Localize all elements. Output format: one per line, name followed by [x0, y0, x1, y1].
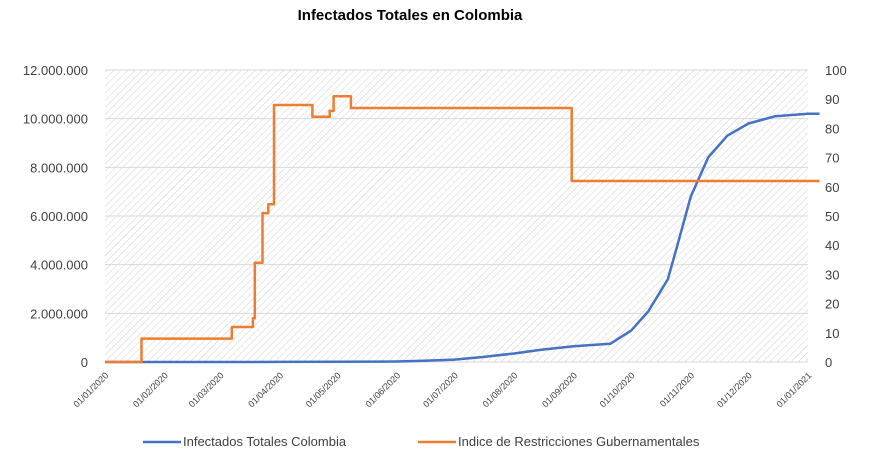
y-right-tick-label: 80: [825, 121, 839, 136]
left-y-axis: 0 2.000.000 4.000.000 6.000.000 8.000.000 10.…: [23, 63, 88, 370]
x-tick-label: 01/09/2020: [540, 370, 579, 409]
x-tick-label: 01/07/2020: [421, 370, 460, 409]
y-right-tick-label: 100: [825, 63, 847, 78]
x-tick-label: 01/02/2020: [131, 370, 170, 409]
y-right-tick-label: 70: [825, 151, 839, 166]
x-tick-label: 01/01/2021: [774, 370, 813, 409]
x-tick-label: 01/06/2020: [363, 370, 402, 409]
y-left-tick-label: 0: [81, 355, 88, 370]
y-right-tick-label: 60: [825, 180, 839, 195]
y-left-tick-label: 10.000.000: [23, 112, 88, 127]
x-tick-label: 01/12/2020: [715, 370, 754, 409]
y-left-tick-label: 4.000.000: [30, 258, 88, 273]
y-right-tick-label: 0: [825, 355, 832, 370]
y-left-tick-label: 8.000.000: [30, 160, 88, 175]
x-tick-label: 01/03/2020: [187, 370, 226, 409]
series-lines: [105, 95, 820, 364]
y-left-tick-label: 12.000.000: [23, 63, 88, 78]
x-tick-label: 01/04/2020: [246, 370, 285, 409]
y-left-tick-label: 2.000.000: [30, 306, 88, 321]
x-axis: 01/01/2020 01/02/2020 01/03/2020 01/04/2020…: [71, 370, 813, 409]
x-tick-label: 01/08/2020: [481, 370, 520, 409]
restricciones-series-line: [105, 95, 820, 364]
infectados-series-line: [105, 112, 820, 364]
y-left-tick-label: 6.000.000: [30, 209, 88, 224]
y-right-tick-label: 30: [825, 267, 839, 282]
legend: Infectados Totales Colombia Indice de Res…: [143, 434, 700, 449]
legend-label: Indice de Restricciones Gubernamentales: [458, 434, 700, 449]
y-right-tick-label: 90: [825, 92, 839, 107]
x-tick-label: 01/05/2020: [304, 370, 343, 409]
y-right-tick-label: 40: [825, 238, 839, 253]
right-y-axis: 0 10 20 30 40 50 60 70 80 90 100: [825, 63, 847, 370]
x-tick-label: 01/11/2020: [658, 370, 696, 408]
y-right-tick-label: 20: [825, 297, 839, 312]
x-tick-label: 01/10/2020: [598, 370, 637, 409]
y-right-tick-label: 50: [825, 209, 839, 224]
y-right-tick-label: 10: [825, 326, 839, 341]
chart-title: Infectados Totales en Colombia: [298, 7, 523, 24]
legend-label: Infectados Totales Colombia: [183, 434, 347, 449]
x-tick-label: 01/01/2020: [71, 370, 110, 409]
